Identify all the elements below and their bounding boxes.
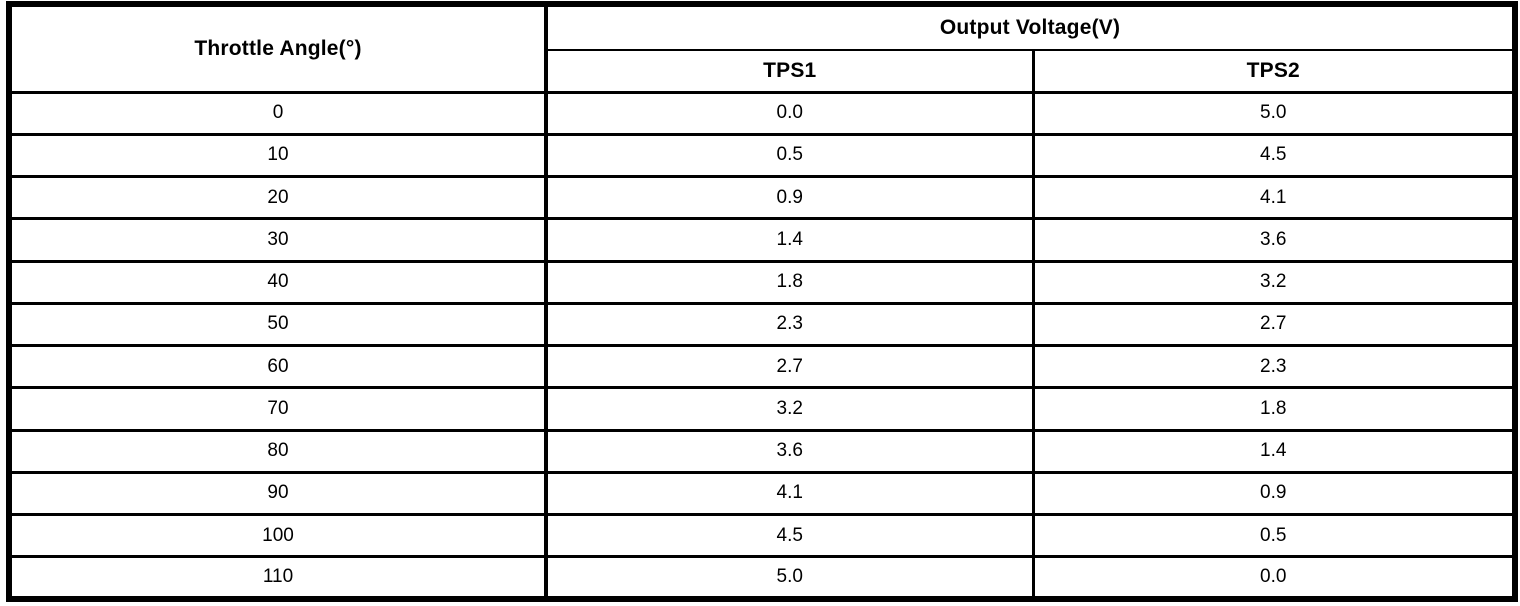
header-row-sub: TPS1 TPS2 <box>9 49 1517 94</box>
table-row: 30 1.4 3.6 <box>7 217 1517 263</box>
tps1-header: TPS1 <box>544 49 1035 94</box>
tps1-cell: 3.6 <box>544 428 1035 474</box>
throttle-angle-cell: 30 <box>7 217 548 263</box>
table-row: 100 4.5 0.5 <box>7 512 1517 559</box>
tps2-cell: 4.5 <box>1031 132 1517 179</box>
throttle-angle-cell: 100 <box>7 512 548 559</box>
table-row: 50 2.3 2.7 <box>7 301 1517 348</box>
throttle-angle-cell: 50 <box>7 301 548 348</box>
tps2-cell: 3.6 <box>1031 217 1517 263</box>
throttle-angle-cell: 40 <box>7 259 548 305</box>
table-row: 20 0.9 4.1 <box>7 174 1517 221</box>
throttle-angle-cell: 80 <box>7 428 548 474</box>
table-row: 60 2.7 2.3 <box>7 343 1517 390</box>
table-row: 80 3.6 1.4 <box>7 428 1517 474</box>
tps2-cell: 3.2 <box>1031 259 1517 305</box>
table-body: 0 0.0 5.0 10 0.5 4.5 20 0.9 4.1 30 1.4 3… <box>7 90 1517 601</box>
throttle-angle-header: Throttle Angle(°) <box>7 2 548 94</box>
throttle-angle-cell: 20 <box>7 174 548 221</box>
tps1-cell: 1.4 <box>544 217 1035 263</box>
table-row: 90 4.1 0.9 <box>7 470 1517 517</box>
throttle-angle-cell: 110 <box>7 555 548 601</box>
tps1-cell: 5.0 <box>544 555 1035 601</box>
tps2-cell: 0.0 <box>1031 555 1517 601</box>
tps2-cell: 4.1 <box>1031 174 1517 221</box>
tps-output-table-container: Throttle Angle(°) Output Voltage(V) TPS1… <box>6 1 1519 602</box>
throttle-angle-cell: 60 <box>7 343 548 390</box>
tps1-cell: 2.3 <box>544 301 1035 348</box>
tps2-cell: 0.9 <box>1031 470 1517 517</box>
tps2-cell: 1.4 <box>1031 428 1517 474</box>
tps1-cell: 0.0 <box>544 90 1035 136</box>
tps2-cell: 2.7 <box>1031 301 1517 348</box>
tps2-cell: 1.8 <box>1031 386 1517 432</box>
tps1-cell: 4.1 <box>544 470 1035 517</box>
header-row-group: Throttle Angle(°) Output Voltage(V) <box>7 2 1517 94</box>
table-row: 110 5.0 0.0 <box>7 555 1517 601</box>
tps2-header: TPS2 <box>1031 49 1517 94</box>
tps1-cell: 3.2 <box>544 386 1035 432</box>
tps2-cell: 0.5 <box>1031 512 1517 559</box>
throttle-angle-cell: 90 <box>7 470 548 517</box>
tps1-cell: 1.8 <box>544 259 1035 305</box>
output-voltage-header: Output Voltage(V) <box>544 2 1517 51</box>
throttle-angle-cell: 70 <box>7 386 548 432</box>
table-row: 10 0.5 4.5 <box>7 132 1517 179</box>
throttle-angle-cell: 10 <box>7 132 548 179</box>
tps1-cell: 2.7 <box>544 343 1035 390</box>
tps-output-table: Throttle Angle(°) Output Voltage(V) TPS1… <box>6 1 1519 602</box>
tps2-cell: 5.0 <box>1031 90 1517 136</box>
tps1-cell: 0.9 <box>544 174 1035 221</box>
table-row: 0 0.0 5.0 <box>7 90 1517 136</box>
tps2-cell: 2.3 <box>1031 343 1517 390</box>
tps1-cell: 4.5 <box>544 512 1035 559</box>
throttle-angle-cell: 0 <box>7 90 548 136</box>
tps1-cell: 0.5 <box>544 132 1035 179</box>
table-row: 40 1.8 3.2 <box>7 259 1517 305</box>
table-row: 70 3.2 1.8 <box>7 386 1517 432</box>
